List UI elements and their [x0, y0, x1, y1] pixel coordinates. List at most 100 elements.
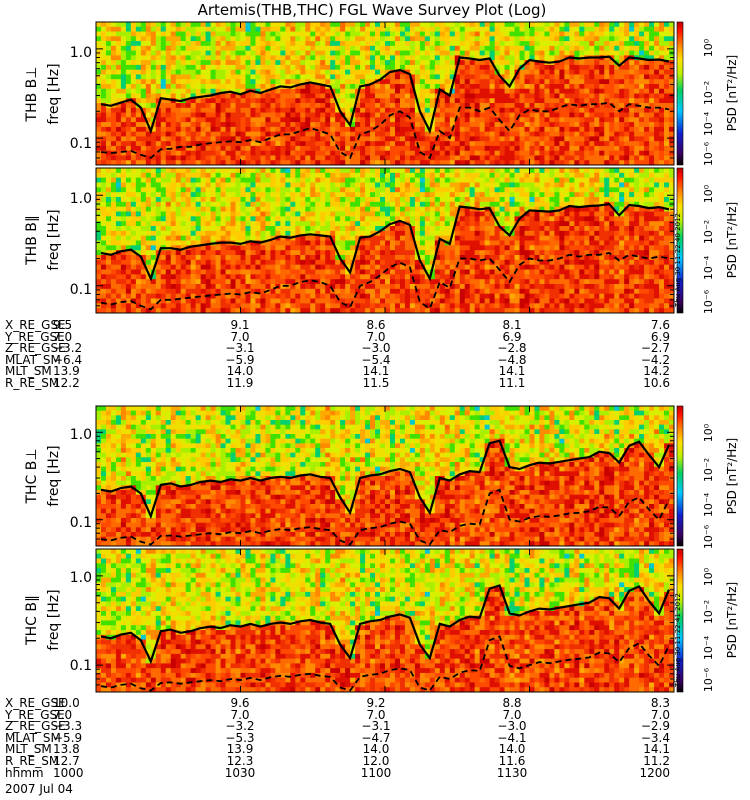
heatmap-cell	[200, 284, 207, 290]
heatmap-cell	[599, 136, 605, 142]
heatmap-cell	[529, 45, 535, 51]
heatmap-cell	[325, 74, 331, 80]
heatmap-cell	[350, 155, 356, 161]
heatmap-cell	[365, 88, 371, 94]
heatmap-cell	[240, 288, 246, 295]
heatmap-cell	[489, 145, 496, 152]
heatmap-cell	[449, 50, 456, 56]
heatmap-cell	[469, 41, 476, 47]
heatmap-cell	[280, 155, 286, 161]
heatmap-cell	[265, 55, 271, 61]
heatmap-cell	[255, 177, 261, 183]
heatmap-cell	[100, 221, 107, 227]
heatmap-cell	[135, 197, 142, 203]
heatmap-cell	[569, 83, 575, 90]
heatmap-cell	[105, 155, 112, 161]
heatmap-cell	[215, 74, 221, 80]
heatmap-cell	[170, 88, 177, 94]
heatmap-cell	[275, 245, 281, 251]
heatmap-cell	[255, 64, 261, 71]
heatmap-cell	[110, 60, 117, 66]
heatmap-cell	[105, 117, 112, 123]
heatmap-cell	[105, 177, 112, 183]
heatmap-cell	[375, 36, 381, 42]
heatmap-cell	[115, 22, 122, 28]
heatmap-cell	[190, 103, 197, 109]
heatmap-cell	[504, 160, 510, 166]
heatmap-cell	[315, 216, 321, 222]
heatmap-cell	[494, 60, 500, 66]
heatmap-cell	[664, 145, 670, 152]
heatmap-cell	[210, 288, 216, 295]
heatmap-cell	[360, 45, 366, 51]
heatmap-cell	[230, 269, 236, 275]
heatmap-cell	[135, 226, 142, 232]
heatmap-cell	[300, 255, 306, 261]
heatmap-cell	[205, 136, 211, 142]
heatmap-cell	[190, 55, 197, 61]
heatmap-cell	[96, 79, 102, 85]
heatmap-cell	[225, 293, 231, 299]
heatmap-cell	[190, 269, 197, 275]
heatmap-cell	[315, 136, 321, 142]
heatmap-cell	[489, 26, 496, 32]
heatmap-cell	[225, 36, 231, 42]
heatmap-cell	[514, 136, 520, 142]
heatmap-cell	[649, 136, 655, 142]
heatmap-cell	[325, 308, 331, 314]
heatmap-cell	[115, 168, 122, 174]
heatmap-cell	[185, 259, 192, 266]
heatmap-cell	[160, 79, 167, 85]
heatmap-cell	[195, 230, 202, 237]
heatmap-cell	[280, 50, 286, 56]
heatmap-cell	[370, 45, 376, 51]
heatmap-cell	[659, 55, 665, 61]
heatmap-cell	[190, 192, 197, 198]
heatmap-cell	[295, 131, 301, 137]
heatmap-cell	[409, 131, 416, 137]
heatmap-cell	[100, 145, 107, 152]
heatmap-cell	[280, 150, 286, 156]
heatmap-cell	[385, 145, 391, 152]
heatmap-cell	[275, 216, 281, 222]
heatmap-cell	[160, 264, 167, 270]
heatmap-cell	[170, 230, 177, 237]
heatmap-cell	[285, 216, 291, 222]
heatmap-cell	[185, 69, 192, 75]
heatmap-cell	[474, 60, 481, 66]
heatmap-cell	[195, 269, 202, 275]
heatmap-cell	[484, 69, 491, 75]
heatmap-cell	[424, 145, 431, 152]
heatmap-cell	[380, 41, 386, 47]
heatmap-cell	[469, 141, 476, 147]
heatmap-cell	[190, 255, 197, 261]
heatmap-cell	[125, 150, 132, 156]
heatmap-cell	[150, 98, 157, 104]
heatmap-cell	[464, 160, 471, 166]
heatmap-cell	[270, 79, 276, 85]
heatmap-cell	[419, 64, 426, 71]
heatmap-cell	[155, 26, 162, 32]
heatmap-cell	[589, 107, 595, 113]
heatmap-cell	[389, 22, 396, 28]
heatmap-cell	[275, 201, 281, 208]
heatmap-cell	[110, 298, 117, 304]
heatmap-cell	[140, 235, 147, 241]
heatmap-cell	[275, 145, 281, 152]
heatmap-cell	[240, 269, 246, 275]
heatmap-cell	[325, 126, 331, 133]
heatmap-cell	[434, 74, 441, 80]
heatmap-cell	[365, 150, 371, 156]
heatmap-cell	[265, 259, 271, 266]
heatmap-cell	[424, 98, 431, 104]
heatmap-cell	[255, 126, 261, 133]
heatmap-cell	[419, 136, 426, 142]
heatmap-cell	[105, 264, 112, 270]
heatmap-cell	[200, 83, 207, 90]
heatmap-cell	[225, 83, 231, 90]
heatmap-cell	[350, 117, 356, 123]
heatmap-cell	[554, 107, 560, 113]
heatmap-cell	[484, 22, 491, 28]
heatmap-cell	[604, 150, 610, 156]
heatmap-cell	[120, 155, 127, 161]
